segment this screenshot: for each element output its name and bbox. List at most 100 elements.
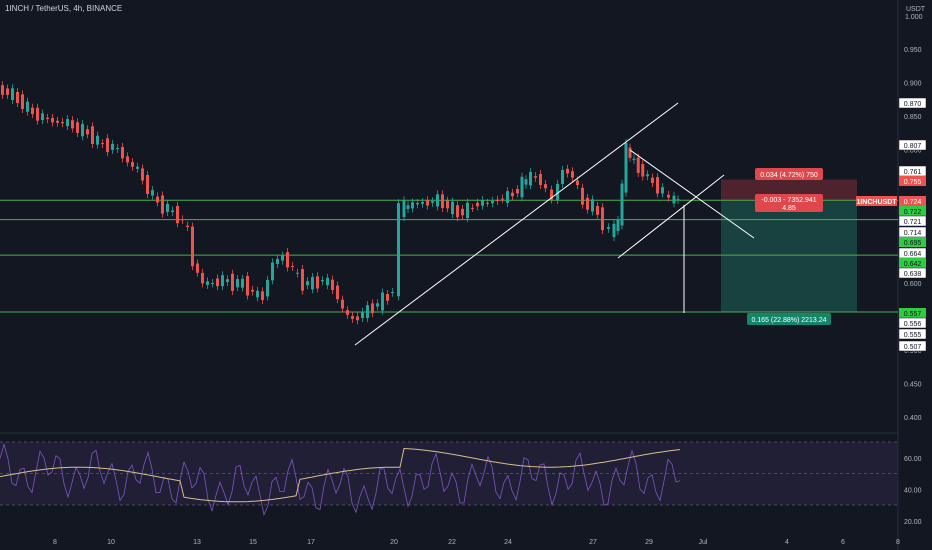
time-tick-label: 29: [645, 539, 653, 546]
candle-body: [186, 225, 189, 227]
price-label-text: 0.714: [904, 230, 922, 237]
candle-body: [506, 191, 509, 203]
price-tick-label: 0.950: [904, 47, 922, 54]
candle-body: [601, 207, 604, 231]
time-tick-label: 10: [107, 539, 115, 546]
price-label-bg: [856, 196, 897, 206]
candle-body: [41, 113, 44, 121]
price-label-bg: [898, 215, 927, 227]
candles: [1, 81, 680, 325]
price-label: 0.755: [899, 176, 926, 186]
current-label-line-2: 4.85: [782, 205, 796, 212]
candle-body: [371, 303, 374, 314]
candle-body: [276, 258, 279, 264]
price-label: 0.722: [899, 206, 926, 216]
candle-body: [620, 183, 624, 226]
candle-body: [376, 303, 379, 307]
time-tick-label: 15: [249, 539, 257, 546]
candle-body: [381, 292, 384, 311]
current-label-line-1: -0.003 - 7352.941: [761, 197, 816, 204]
wedge-lower-line: [617, 174, 725, 259]
candle-body: [534, 176, 537, 178]
candle-body: [161, 195, 164, 214]
target-label-box: 0.165 (22.88%) 2213.24: [747, 313, 831, 325]
candle-body: [111, 143, 114, 150]
stop-label-box: 0.034 (4.72%) 750: [755, 168, 823, 180]
candle-body: [667, 194, 670, 198]
candle-body: [397, 203, 400, 297]
candle-body: [6, 88, 9, 95]
candle-body: [266, 279, 269, 297]
candle-body: [524, 179, 528, 185]
candle-body: [241, 278, 244, 288]
price-label: 0.507: [898, 340, 927, 352]
candle-body: [456, 205, 459, 218]
price-label-text: 0.724: [904, 199, 922, 206]
candle-body: [51, 117, 54, 123]
stop-label-bg: [755, 168, 823, 180]
price-label-bg: [898, 97, 927, 109]
candle-body: [586, 197, 589, 210]
candle-body: [436, 194, 439, 207]
candle-body: [281, 255, 284, 261]
price-label-text: 0.722: [904, 209, 922, 216]
price-label-bg: [898, 340, 927, 352]
candle-body: [56, 120, 59, 123]
candle-body: [628, 147, 632, 158]
take-profit-zone: [721, 201, 857, 312]
price-tick-label: 0.900: [904, 80, 922, 87]
candle-body: [511, 192, 514, 197]
rsi-pane[interactable]: 60.00 40.00 20.00: [0, 432, 922, 526]
chart-title: 1INCH / TetherUS, 4h, BINANCE: [5, 4, 123, 13]
price-label: 0.664: [898, 247, 927, 259]
candle-body: [21, 94, 24, 109]
candle-body: [336, 285, 339, 300]
candle-body: [96, 135, 99, 145]
candle-body: [121, 147, 124, 159]
candle-body: [556, 183, 559, 201]
candle-body: [226, 279, 229, 283]
time-tick-label: 4: [785, 539, 789, 546]
candle-body: [166, 203, 169, 213]
price-label-bg: [898, 267, 927, 279]
price-label: 1INCHUSDT: [856, 196, 897, 206]
rsi-moving-average: [0, 447, 681, 503]
candle-body: [256, 290, 259, 298]
price-scale-labels: 0.870 0.807 0.761 0.755 1INCHUSDT 0.724 0.722 0…: [856, 97, 927, 352]
price-tick-label: 0.400: [904, 415, 922, 422]
price-label-text: 0.555: [904, 332, 922, 339]
support-resistance-lines[interactable]: [0, 199, 898, 313]
price-label-text: 0.721: [904, 219, 922, 226]
candle-body: [71, 120, 74, 129]
price-label-bg: [898, 328, 927, 340]
candle-body: [581, 187, 584, 205]
price-label-text: 0.664: [904, 251, 922, 258]
time-tick-label: Jul: [699, 539, 708, 546]
candle-body: [46, 117, 49, 120]
price-label: 0.721: [898, 215, 927, 227]
candle-body: [296, 272, 299, 274]
price-label: 0.714: [898, 226, 927, 238]
time-tick-label: 27: [589, 539, 597, 546]
candle-body: [181, 219, 184, 221]
price-label: 0.642: [899, 258, 926, 268]
time-tick-label: 24: [504, 539, 512, 546]
candle-body: [201, 272, 204, 284]
candle-body: [624, 142, 628, 193]
price-label: 0.555: [898, 328, 927, 340]
time-axis[interactable]: 8 10 13 15 17 20 22 24 27 29 Jul 4 6 8: [53, 539, 900, 546]
candle-body: [101, 143, 104, 145]
candle-body: [426, 200, 429, 206]
candle-body: [306, 281, 309, 286]
target-label-bg: [747, 313, 831, 325]
time-tick-label: 8: [53, 539, 57, 546]
candle-body: [636, 157, 640, 173]
candle-body: [86, 129, 89, 135]
stop-label-text: 0.034 (4.72%) 750: [760, 172, 818, 179]
price-label-text: 0.642: [904, 261, 922, 268]
trendline-drawings[interactable]: [354, 102, 755, 346]
price-label: 0.638: [898, 267, 927, 279]
candle-body: [191, 226, 194, 267]
